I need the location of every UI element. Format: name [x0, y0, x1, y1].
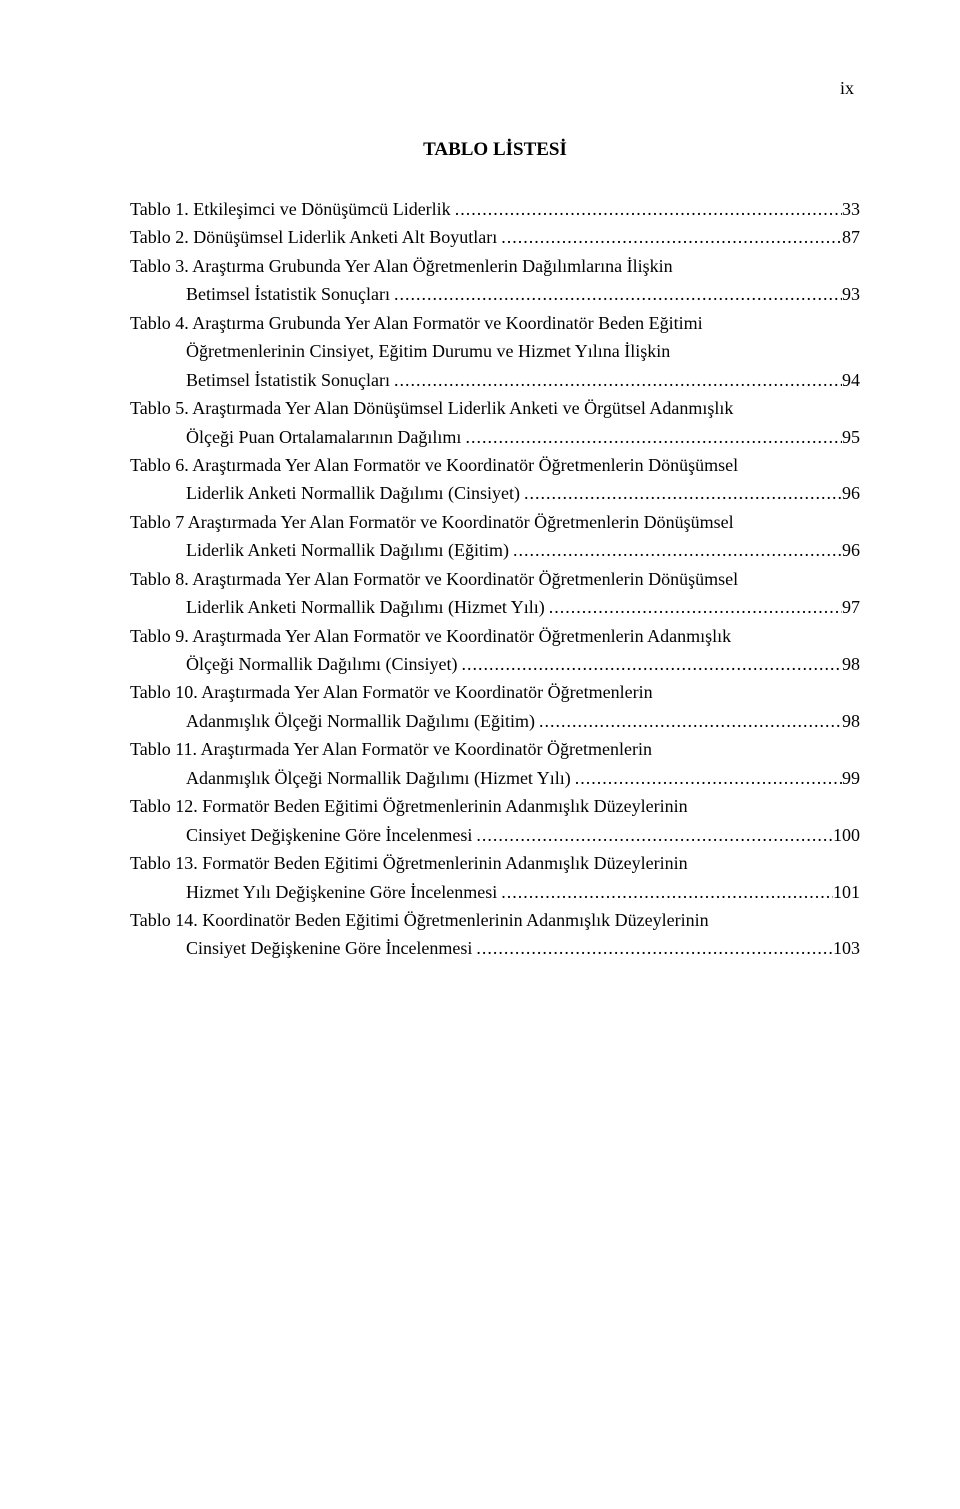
toc-entry-contline: Öğretmenlerinin Cinsiyet, Eğitim Durumu … — [130, 337, 860, 365]
toc-leader-dots: ........................................… — [390, 280, 842, 308]
toc-entry: Tablo 14. Koordinatör Beden Eğitimi Öğre… — [130, 906, 860, 963]
toc-entry: Tablo 3. Araştırma Grubunda Yer Alan Öğr… — [130, 252, 860, 309]
toc-entry-firstline: Tablo 5. Araştırmada Yer Alan Dönüşümsel… — [130, 394, 860, 422]
toc-leader-dots: ........................................… — [497, 878, 833, 906]
toc-leader-dots: ........................................… — [472, 821, 833, 849]
toc-entry-text: Liderlik Anketi Normallik Dağılımı (Eğit… — [186, 536, 509, 564]
toc-leader-dots: ........................................… — [545, 593, 842, 621]
toc-entry: Tablo 12. Formatör Beden Eğitimi Öğretme… — [130, 792, 860, 849]
toc-leader-dots: ........................................… — [520, 479, 842, 507]
toc-entry-lastline: Cinsiyet Değişkenine Göre İncelenmesi...… — [130, 821, 860, 849]
toc-entry-page: 96 — [842, 479, 860, 507]
toc-entry-text: Betimsel İstatistik Sonuçları — [186, 280, 390, 308]
toc-entry-lastline: Liderlik Anketi Normallik Dağılımı (Eğit… — [130, 536, 860, 564]
toc-entry-firstline: Tablo 8. Araştırmada Yer Alan Formatör v… — [130, 565, 860, 593]
toc-entry-lastline: Ölçeği Normallik Dağılımı (Cinsiyet)....… — [130, 650, 860, 678]
toc-entry-lastline: Betimsel İstatistik Sonuçları...........… — [130, 280, 860, 308]
toc-entry: Tablo 11. Araştırmada Yer Alan Formatör … — [130, 735, 860, 792]
toc-entry-text: Hizmet Yılı Değişkenine Göre İncelenmesi — [186, 878, 497, 906]
toc-entry-page: 103 — [833, 934, 860, 962]
toc-entry-page: 95 — [842, 423, 860, 451]
toc-leader-dots: ........................................… — [509, 536, 842, 564]
toc-entry-text: Betimsel İstatistik Sonuçları — [186, 366, 390, 394]
toc-entry-lastline: Liderlik Anketi Normallik Dağılımı (Hizm… — [130, 593, 860, 621]
toc-entry-lastline: Adanmışlık Ölçeği Normallik Dağılımı (Eğ… — [130, 707, 860, 735]
toc-entry-text: Adanmışlık Ölçeği Normallik Dağılımı (Eğ… — [186, 707, 535, 735]
toc-entry-firstline: Tablo 9. Araştırmada Yer Alan Formatör v… — [130, 622, 860, 650]
toc-leader-dots: ........................................… — [451, 195, 842, 223]
toc-entry: Tablo 4. Araştırma Grubunda Yer Alan For… — [130, 309, 860, 394]
toc-leader-dots: ........................................… — [497, 223, 842, 251]
toc-entry: Tablo 7 Araştırmada Yer Alan Formatör ve… — [130, 508, 860, 565]
toc-leader-dots: ........................................… — [457, 650, 842, 678]
toc-entry-firstline: Tablo 10. Araştırmada Yer Alan Formatör … — [130, 678, 860, 706]
toc-entry-firstline: Tablo 3. Araştırma Grubunda Yer Alan Öğr… — [130, 252, 860, 280]
toc-entry-page: 93 — [842, 280, 860, 308]
toc-entry: Tablo 6. Araştırmada Yer Alan Formatör v… — [130, 451, 860, 508]
page: ix TABLO LİSTESİ Tablo 1. Etkileşimci ve… — [0, 0, 960, 1053]
toc-entry: Tablo 1. Etkileşimci ve Dönüşümcü Liderl… — [130, 195, 860, 223]
toc-entry-firstline: Tablo 13. Formatör Beden Eğitimi Öğretme… — [130, 849, 860, 877]
toc-line: Tablo 1. Etkileşimci ve Dönüşümcü Liderl… — [130, 195, 860, 223]
toc-entry-lastline: Liderlik Anketi Normallik Dağılımı (Cins… — [130, 479, 860, 507]
toc-entry-text: Tablo 1. Etkileşimci ve Dönüşümcü Liderl… — [130, 195, 451, 223]
toc-entry-text: Adanmışlık Ölçeği Normallik Dağılımı (Hi… — [186, 764, 571, 792]
toc-entry-page: 98 — [842, 707, 860, 735]
toc-entry-lastline: Adanmışlık Ölçeği Normallik Dağılımı (Hi… — [130, 764, 860, 792]
toc-entry: Tablo 9. Araştırmada Yer Alan Formatör v… — [130, 622, 860, 679]
toc-entry: Tablo 13. Formatör Beden Eğitimi Öğretme… — [130, 849, 860, 906]
toc-entry-firstline: Tablo 6. Araştırmada Yer Alan Formatör v… — [130, 451, 860, 479]
page-number: ix — [130, 78, 860, 99]
toc-entry-firstline: Tablo 11. Araştırmada Yer Alan Formatör … — [130, 735, 860, 763]
toc-entry-text: Ölçeği Puan Ortalamalarının Dağılımı — [186, 423, 461, 451]
toc-list: Tablo 1. Etkileşimci ve Dönüşümcü Liderl… — [130, 195, 860, 963]
toc-entry-firstline: Tablo 4. Araştırma Grubunda Yer Alan For… — [130, 309, 860, 337]
toc-entry: Tablo 10. Araştırmada Yer Alan Formatör … — [130, 678, 860, 735]
toc-entry-text: Cinsiyet Değişkenine Göre İncelenmesi — [186, 821, 472, 849]
toc-title: TABLO LİSTESİ — [130, 139, 860, 161]
toc-entry-lastline: Hizmet Yılı Değişkenine Göre İncelenmesi… — [130, 878, 860, 906]
toc-entry-text: Liderlik Anketi Normallik Dağılımı (Cins… — [186, 479, 520, 507]
toc-entry-firstline: Tablo 12. Formatör Beden Eğitimi Öğretme… — [130, 792, 860, 820]
toc-leader-dots: ........................................… — [535, 707, 842, 735]
toc-entry-page: 99 — [842, 764, 860, 792]
toc-entry-page: 101 — [833, 878, 860, 906]
toc-entry-page: 98 — [842, 650, 860, 678]
toc-entry-page: 33 — [842, 195, 860, 223]
toc-entry-text: Tablo 2. Dönüşümsel Liderlik Anketi Alt … — [130, 223, 497, 251]
toc-entry: Tablo 5. Araştırmada Yer Alan Dönüşümsel… — [130, 394, 860, 451]
toc-leader-dots: ........................................… — [390, 366, 842, 394]
toc-leader-dots: ........................................… — [461, 423, 842, 451]
toc-entry-text: Liderlik Anketi Normallik Dağılımı (Hizm… — [186, 593, 545, 621]
toc-entry: Tablo 2. Dönüşümsel Liderlik Anketi Alt … — [130, 223, 860, 251]
toc-entry-text: Ölçeği Normallik Dağılımı (Cinsiyet) — [186, 650, 457, 678]
toc-entry-page: 94 — [842, 366, 860, 394]
toc-leader-dots: ........................................… — [571, 764, 842, 792]
toc-entry-text: Cinsiyet Değişkenine Göre İncelenmesi — [186, 934, 472, 962]
toc-entry-page: 97 — [842, 593, 860, 621]
toc-entry-firstline: Tablo 14. Koordinatör Beden Eğitimi Öğre… — [130, 906, 860, 934]
toc-entry-lastline: Ölçeği Puan Ortalamalarının Dağılımı....… — [130, 423, 860, 451]
toc-line: Tablo 2. Dönüşümsel Liderlik Anketi Alt … — [130, 223, 860, 251]
toc-entry-page: 96 — [842, 536, 860, 564]
toc-entry-lastline: Betimsel İstatistik Sonuçları...........… — [130, 366, 860, 394]
toc-entry-page: 87 — [842, 223, 860, 251]
toc-entry: Tablo 8. Araştırmada Yer Alan Formatör v… — [130, 565, 860, 622]
toc-entry-page: 100 — [833, 821, 860, 849]
toc-leader-dots: ........................................… — [472, 934, 833, 962]
toc-entry-lastline: Cinsiyet Değişkenine Göre İncelenmesi...… — [130, 934, 860, 962]
toc-entry-firstline: Tablo 7 Araştırmada Yer Alan Formatör ve… — [130, 508, 860, 536]
